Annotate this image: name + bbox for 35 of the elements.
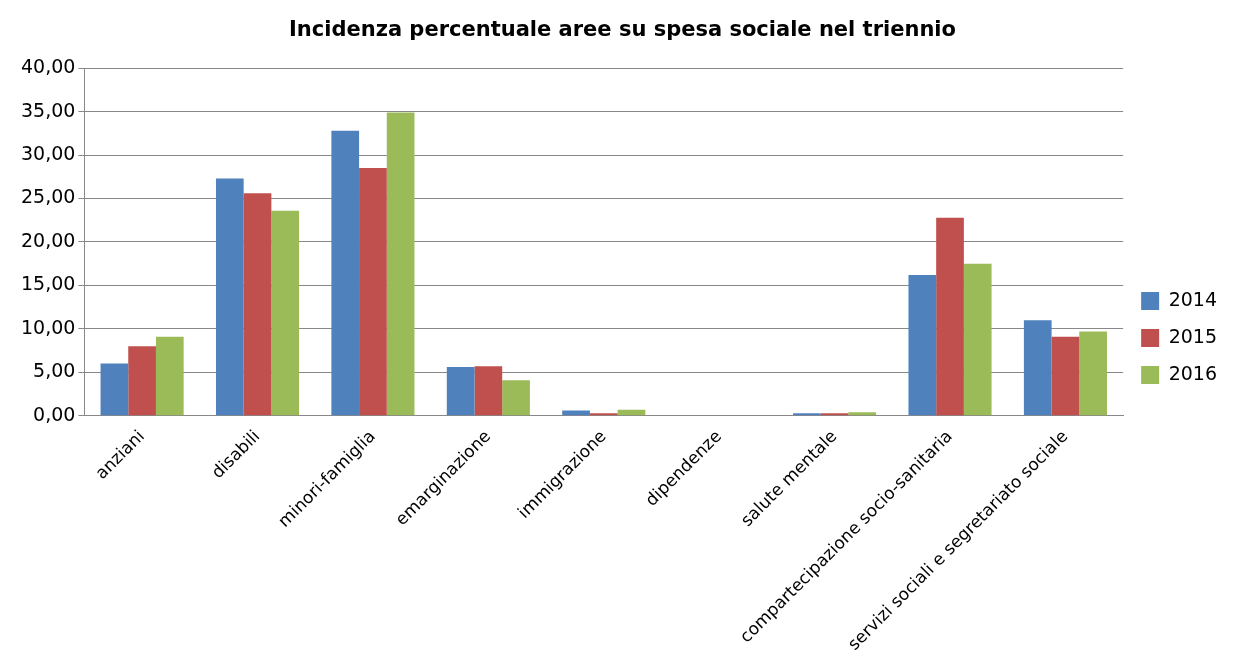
bar [502,380,530,416]
y-tick-label: 20,00 [20,228,76,251]
bar [1079,331,1107,416]
y-tick-label: 0,00 [33,402,76,425]
y-tick-label: 30,00 [20,142,76,165]
bar [446,367,475,416]
bar [271,210,300,416]
bar [100,363,129,416]
bar [386,112,415,416]
bar [936,217,964,416]
y-tick-label: 15,00 [20,272,76,295]
bar [215,178,244,416]
bar [589,413,618,416]
y-tick-label: 5,00 [33,359,76,382]
legend-label: 2015 [1168,324,1218,347]
chart-title: Incidenza percentuale aree su spesa sociale nel triennio [289,17,956,42]
bar [474,366,503,416]
bar [359,168,387,416]
bar [908,274,937,416]
bar [848,412,877,416]
legend-label: 2014 [1168,287,1218,310]
legend-label: 2016 [1168,361,1218,384]
y-tick-label: 40,00 [20,55,76,78]
bar [331,130,360,416]
bar [155,336,184,416]
y-tick-label: 10,00 [20,315,76,338]
bar [793,413,821,416]
y-tick-label: 25,00 [20,185,76,208]
bar [1051,336,1080,416]
bar [963,263,992,416]
y-tick-label: 35,00 [20,98,76,121]
bar [128,346,156,416]
bar [1023,320,1052,416]
bar [820,413,849,416]
bar [243,193,272,416]
